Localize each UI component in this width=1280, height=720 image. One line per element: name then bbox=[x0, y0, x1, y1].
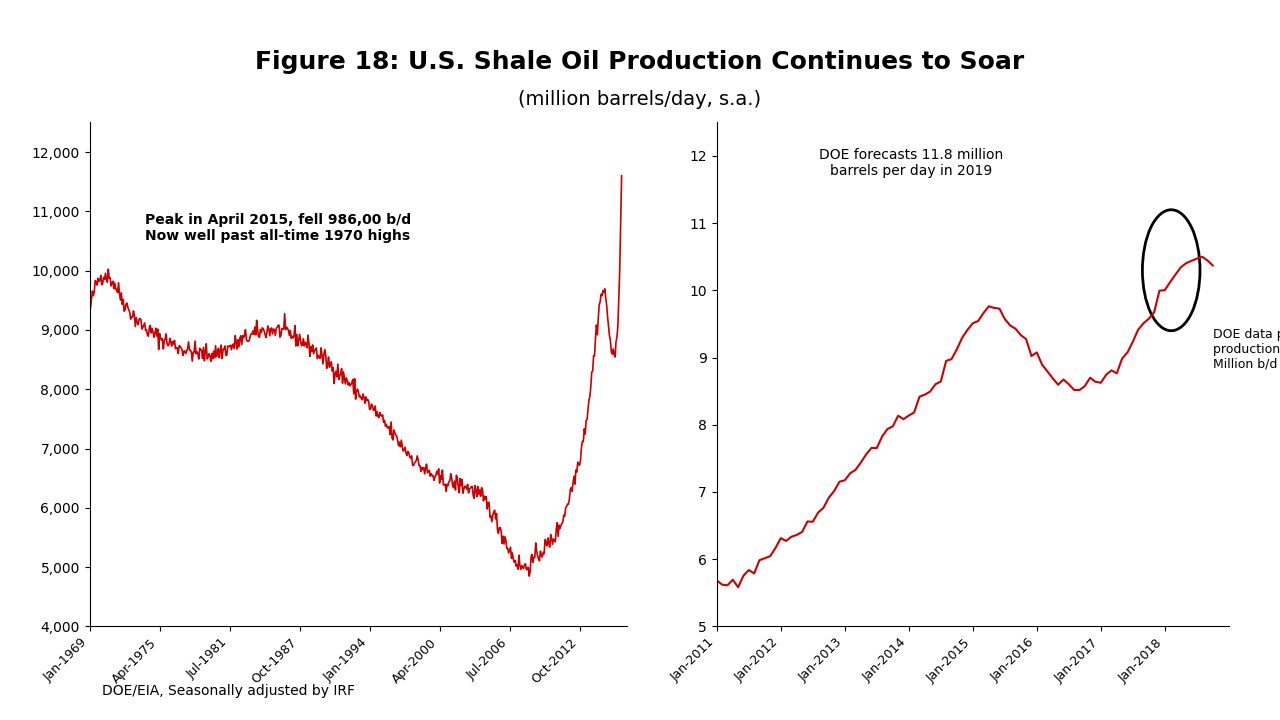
Text: Peak in April 2015, fell 986,00 b/d
Now well past all-time 1970 highs: Peak in April 2015, fell 986,00 b/d Now … bbox=[145, 213, 411, 243]
Text: DOE forecasts 11.8 million
barrels per day in 2019: DOE forecasts 11.8 million barrels per d… bbox=[819, 148, 1004, 178]
Text: Figure 18: U.S. Shale Oil Production Continues to Soar: Figure 18: U.S. Shale Oil Production Con… bbox=[256, 50, 1024, 74]
Text: (million barrels/day, s.a.): (million barrels/day, s.a.) bbox=[518, 90, 762, 109]
Text: DOE/EIA, Seasonally adjusted by IRF: DOE/EIA, Seasonally adjusted by IRF bbox=[102, 685, 356, 698]
Text: DOE data puts
production at 11.5
Million b/d in Sep: DOE data puts production at 11.5 Million… bbox=[1213, 328, 1280, 371]
